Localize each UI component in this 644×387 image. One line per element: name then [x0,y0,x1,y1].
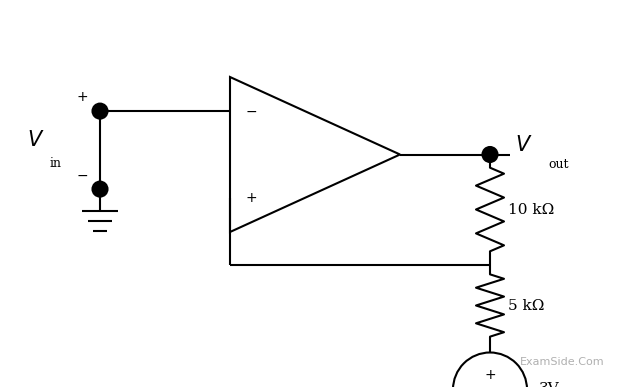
Text: $+$: $+$ [76,90,88,104]
Text: $+$: $+$ [484,368,496,382]
Text: ExamSide.Com: ExamSide.Com [520,357,605,367]
Text: $V$: $V$ [28,130,45,150]
Text: $-$: $-$ [245,104,257,118]
Text: in: in [50,157,62,170]
Circle shape [482,147,498,162]
Text: 10 kΩ: 10 kΩ [508,202,554,216]
Text: $+$: $+$ [245,191,257,205]
Text: 3V: 3V [539,382,560,387]
Text: $-$: $-$ [76,168,88,182]
Circle shape [93,182,108,197]
Text: out: out [548,158,569,171]
Circle shape [93,104,108,118]
Text: $V$: $V$ [515,135,533,154]
Text: 5 kΩ: 5 kΩ [508,298,544,312]
